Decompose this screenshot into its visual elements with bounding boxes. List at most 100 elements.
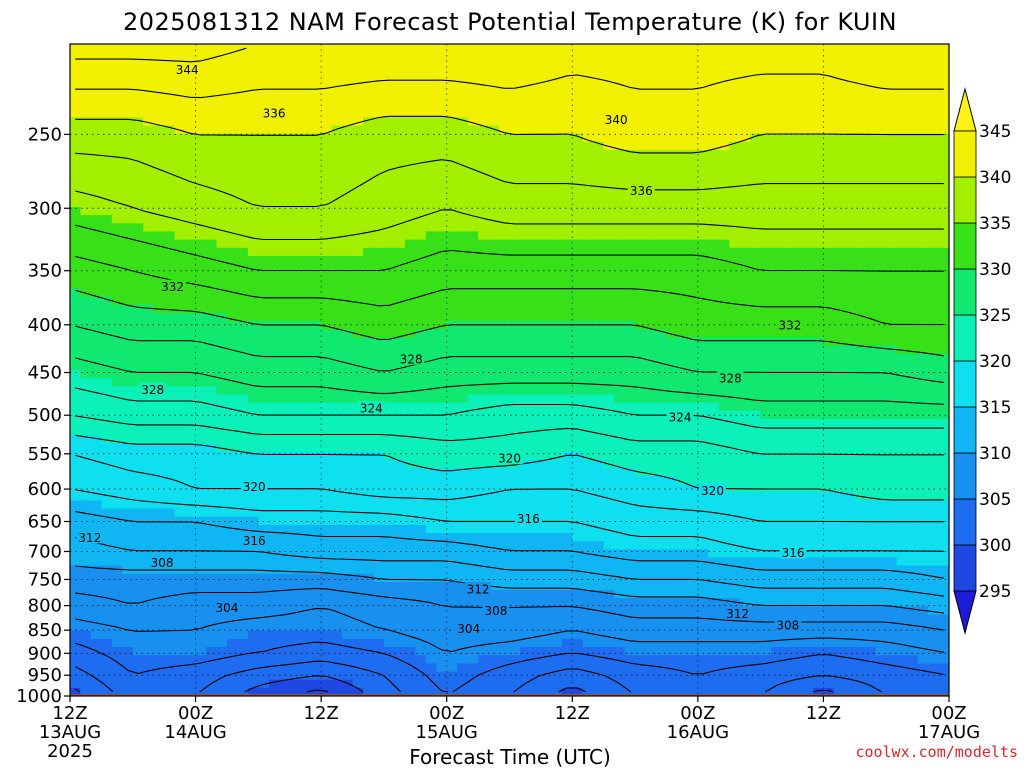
field-cell xyxy=(614,52,626,61)
field-cell xyxy=(132,492,144,501)
field-cell xyxy=(603,272,615,281)
field-cell xyxy=(404,394,416,404)
field-cell xyxy=(656,321,668,330)
field-cell xyxy=(781,215,793,224)
field-cell xyxy=(540,231,552,241)
field-cell xyxy=(331,345,343,355)
field-cell xyxy=(111,337,123,347)
field-cell xyxy=(561,182,573,192)
field-cell xyxy=(572,272,584,281)
field-cell xyxy=(342,361,354,371)
field-cell xyxy=(237,109,249,118)
field-cell xyxy=(394,92,406,102)
field-cell xyxy=(457,329,469,338)
field-cell xyxy=(635,76,647,86)
field-cell xyxy=(875,508,887,518)
field-cell xyxy=(279,52,291,61)
field-cell xyxy=(331,524,343,534)
field-cell xyxy=(865,508,877,518)
field-cell xyxy=(676,101,688,110)
field-cell xyxy=(258,52,270,61)
field-cell xyxy=(561,223,573,233)
field-cell xyxy=(771,264,783,273)
field-cell xyxy=(687,492,699,501)
field-cell xyxy=(603,402,615,412)
field-cell xyxy=(676,44,688,53)
field-cell xyxy=(185,345,197,355)
field-cell xyxy=(907,264,919,273)
field-cell xyxy=(561,312,573,322)
field-cell xyxy=(718,231,730,241)
field-cell xyxy=(865,207,877,216)
field-cell xyxy=(185,52,197,61)
field-cell xyxy=(268,60,280,70)
field-cell xyxy=(614,427,626,436)
field-cell xyxy=(164,76,176,86)
field-cell xyxy=(781,101,793,110)
field-cell xyxy=(729,508,741,518)
field-cell xyxy=(383,141,395,151)
field-cell xyxy=(331,427,343,436)
field-cell xyxy=(436,345,448,355)
field-cell xyxy=(530,101,542,110)
field-cell xyxy=(164,459,176,469)
field-cell xyxy=(132,92,144,102)
field-cell xyxy=(645,101,657,110)
field-cell xyxy=(446,223,458,233)
field-cell xyxy=(415,296,427,306)
field-cell xyxy=(792,280,804,290)
field-cell xyxy=(687,280,699,290)
field-cell xyxy=(216,451,228,461)
field-cell xyxy=(446,410,458,420)
field-cell xyxy=(718,125,730,135)
field-cell xyxy=(300,207,312,216)
field-cell xyxy=(645,467,657,477)
field-cell xyxy=(614,255,626,265)
field-cell xyxy=(363,133,375,143)
field-cell xyxy=(624,516,636,526)
field-cell xyxy=(342,174,354,184)
field-cell xyxy=(687,337,699,347)
field-cell xyxy=(164,394,176,404)
field-cell xyxy=(216,516,228,526)
field-cell xyxy=(561,500,573,510)
field-cell xyxy=(519,272,532,281)
field-cell xyxy=(896,304,908,314)
field-cell xyxy=(111,524,123,534)
field-cell xyxy=(844,109,856,118)
field-cell xyxy=(540,296,552,306)
field-cell xyxy=(185,255,197,265)
field-cell xyxy=(614,459,626,469)
field-cell xyxy=(739,174,751,184)
field-cell xyxy=(561,272,573,281)
field-cell xyxy=(101,68,113,78)
field-cell xyxy=(635,280,647,290)
field-cell xyxy=(258,459,270,469)
field-cell xyxy=(174,264,186,273)
field-cell xyxy=(415,101,427,110)
field-cell xyxy=(928,280,940,290)
field-cell xyxy=(289,272,301,281)
field-cell xyxy=(122,223,134,233)
field-cell xyxy=(687,255,699,265)
field-cell xyxy=(195,264,207,273)
field-cell xyxy=(216,427,228,436)
field-cell xyxy=(331,402,343,412)
field-cell xyxy=(436,149,448,159)
field-cell xyxy=(572,288,584,298)
field-cell xyxy=(373,68,385,78)
field-cell xyxy=(164,296,176,306)
field-cell xyxy=(760,435,772,444)
field-cell xyxy=(635,109,647,118)
field-cell xyxy=(666,418,678,428)
field-cell xyxy=(938,500,949,510)
field-cell xyxy=(268,280,280,290)
field-cell xyxy=(185,418,197,428)
field-cell xyxy=(739,264,751,273)
field-cell xyxy=(457,386,469,396)
field-cell xyxy=(132,207,144,216)
field-cell xyxy=(938,443,949,453)
field-cell xyxy=(582,312,594,322)
field-cell xyxy=(321,198,333,208)
field-cell xyxy=(446,484,458,493)
